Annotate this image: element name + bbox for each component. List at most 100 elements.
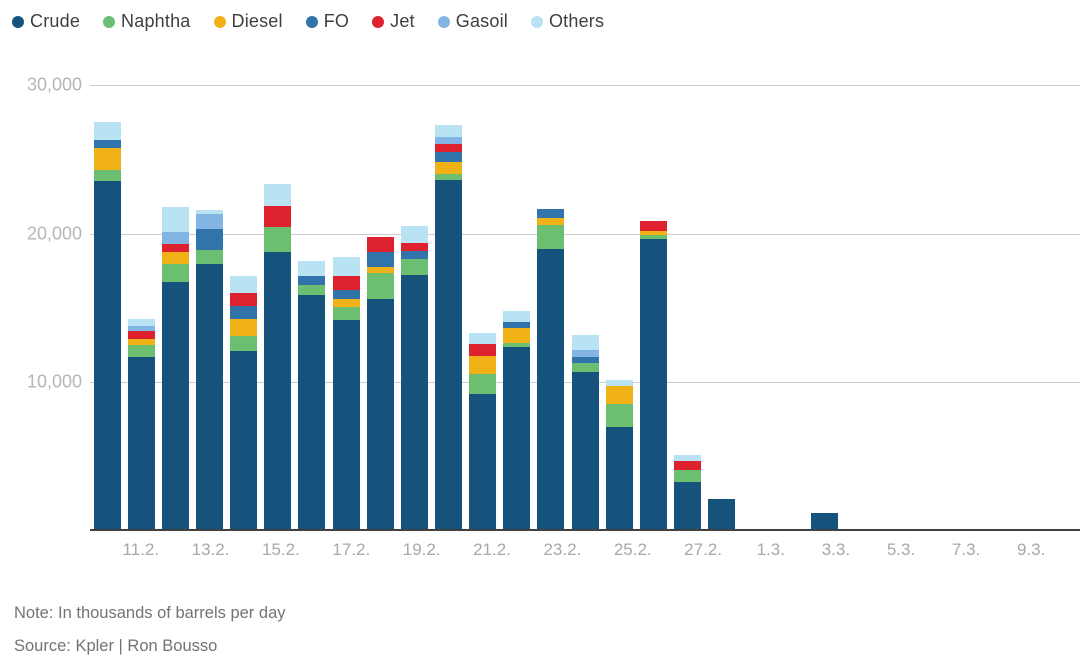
segment-naphtha xyxy=(230,335,258,351)
bar-slot xyxy=(841,85,875,529)
bar-23.2. xyxy=(537,209,565,529)
x-axis-tick-empty xyxy=(787,540,820,560)
gridline-30000 xyxy=(90,85,1080,86)
bar-27.2. xyxy=(673,455,701,529)
legend-item-others: Others xyxy=(530,11,605,32)
segment-others xyxy=(434,125,462,138)
bar-11.2. xyxy=(127,318,155,529)
segment-others xyxy=(400,225,428,243)
bar-slot xyxy=(158,85,192,529)
segment-crude xyxy=(264,251,292,529)
bar-slot xyxy=(534,85,568,529)
x-axis-tick-empty xyxy=(159,540,192,560)
legend-dot-icon xyxy=(530,15,543,28)
legend-label: Diesel xyxy=(231,11,283,31)
legend-label: Others xyxy=(548,11,605,31)
bar-26.2. xyxy=(639,221,667,529)
plot-area: 30,000 20,000 10,000 xyxy=(27,75,1080,531)
legend-label: Jet xyxy=(390,11,415,31)
x-axis-labels: 11.2. 13.2. 15.2. 17.2. 19.2. 21.2. 23.2. 25.2.… xyxy=(90,540,1080,560)
segment-fo xyxy=(366,251,394,268)
bar-slot xyxy=(397,85,431,529)
segment-gasoil xyxy=(196,213,223,229)
legend-label: Gasoil xyxy=(455,11,508,31)
segment-jet xyxy=(161,243,189,252)
bar-slot xyxy=(431,85,465,529)
bar-slot xyxy=(705,85,739,529)
segment-others xyxy=(161,207,189,232)
bar-25.2. xyxy=(605,379,633,529)
segment-naphtha xyxy=(332,306,360,321)
segment-gasoil xyxy=(571,349,599,357)
x-axis-tick-27.2.: 27.2. xyxy=(684,540,722,559)
x-axis-tick-5.3.: 5.3. xyxy=(886,540,916,559)
y-axis-tick-20000: 20,000 xyxy=(26,223,82,244)
segment-diesel xyxy=(366,267,394,273)
segment-fo xyxy=(503,321,531,328)
segment-crude xyxy=(298,294,326,529)
segment-jet xyxy=(264,205,292,228)
bar-20.2. xyxy=(434,125,462,529)
bar-13.2. xyxy=(196,210,223,529)
bar-slot xyxy=(329,85,363,529)
segment-naphtha xyxy=(469,374,497,395)
segment-jet xyxy=(469,343,497,356)
x-axis-tick-empty xyxy=(652,540,685,560)
legend-dot-icon xyxy=(372,15,385,28)
chart-note: Note: In thousands of barrels per day xyxy=(14,604,286,622)
segment-crude xyxy=(93,181,121,529)
bar-19.2. xyxy=(400,225,428,529)
bar-24.2. xyxy=(571,335,599,529)
gridline-20000 xyxy=(90,233,1080,235)
x-axis-tick-9.3.: 9.3. xyxy=(1017,540,1046,559)
segment-others xyxy=(332,256,360,276)
segment-crude xyxy=(605,427,633,529)
segment-jet xyxy=(366,236,394,252)
x-axis-tick-empty xyxy=(581,540,614,560)
legend-item-naphtha: Naphtha xyxy=(103,11,190,32)
x-axis-tick-empty xyxy=(229,540,262,560)
legend-item-gasoil: Gasoil xyxy=(437,11,508,32)
segment-crude xyxy=(196,263,223,529)
legend-dot-icon xyxy=(213,15,226,28)
bar-slot xyxy=(602,85,636,529)
segment-diesel xyxy=(503,327,531,344)
bar-slot xyxy=(568,85,602,529)
bars-row xyxy=(90,85,1080,529)
segment-fo xyxy=(196,228,223,251)
segment-others xyxy=(264,184,292,206)
x-axis-tick-empty xyxy=(511,540,544,560)
legend-label: Crude xyxy=(30,11,81,31)
segment-naphtha xyxy=(298,285,326,295)
segment-fo xyxy=(298,275,326,286)
segment-diesel xyxy=(230,319,258,336)
bar-slot xyxy=(807,85,841,529)
x-axis-tick-23.2.: 23.2. xyxy=(543,540,582,559)
segment-gasoil xyxy=(161,231,189,244)
segment-naphtha xyxy=(571,363,599,373)
segment-others xyxy=(93,122,121,141)
segment-gasoil xyxy=(434,137,462,144)
bar-slot xyxy=(978,85,1012,529)
segment-naphtha xyxy=(400,259,428,275)
segment-naphtha xyxy=(605,404,633,428)
segment-jet xyxy=(434,143,462,153)
x-axis-tick-21.2.: 21.2. xyxy=(473,540,511,559)
segment-naphtha xyxy=(264,227,292,252)
segment-fo xyxy=(332,290,360,299)
x-axis-tick-empty xyxy=(300,540,333,560)
legend-dot-icon xyxy=(103,15,116,28)
x-axis-tick-15.2.: 15.2. xyxy=(262,540,300,559)
legend-dot-icon xyxy=(305,15,318,28)
segment-crude xyxy=(161,282,189,529)
y-axis-tick-10000: 10,000 xyxy=(26,371,82,392)
segment-fo xyxy=(230,306,258,320)
segment-naphtha xyxy=(503,343,531,347)
segment-others xyxy=(469,332,497,344)
segment-fo xyxy=(434,152,462,162)
bar-slot xyxy=(773,85,807,529)
x-axis-tick-7.3.: 7.3. xyxy=(951,540,981,559)
segment-others xyxy=(127,318,155,327)
bar-slot xyxy=(909,85,943,529)
segment-jet xyxy=(230,292,258,307)
